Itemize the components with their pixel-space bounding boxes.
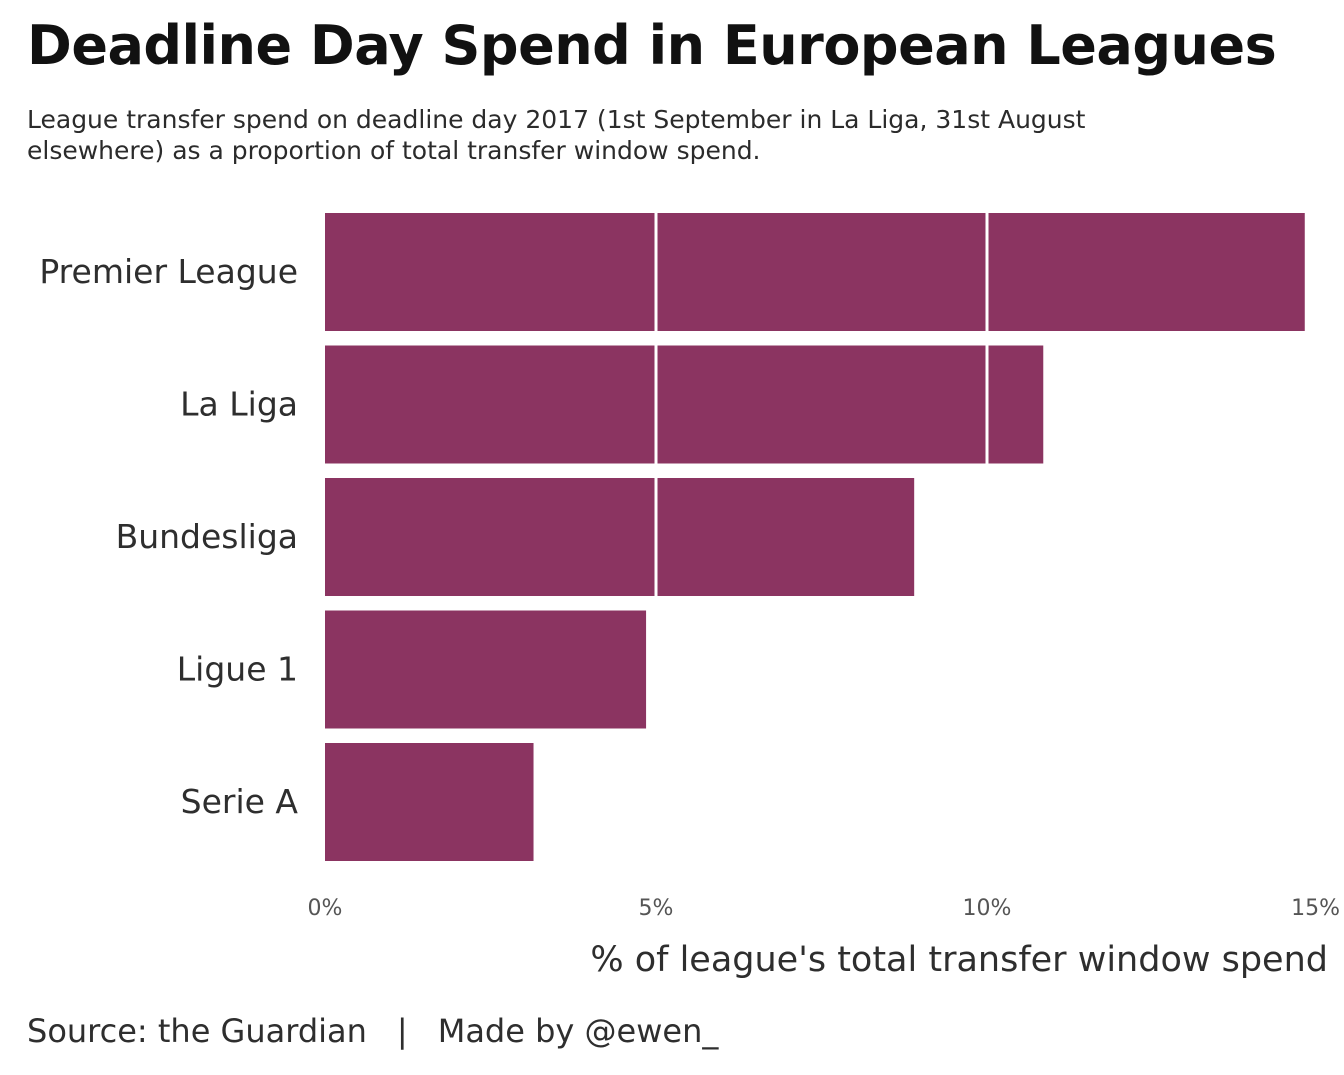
category-label: Ligue 1 [177,650,298,689]
category-label: Serie A [181,782,299,821]
footer: Source: the Guardian | Made by @ewen_ [27,1012,718,1050]
x-tick-label: 5% [639,896,674,921]
bars [325,213,1305,861]
bar-bundesliga [325,478,915,596]
footer-separator: | [396,1012,408,1050]
bar-premier-league [325,213,1305,331]
x-tick-label: 15% [1291,896,1340,921]
bar-ligue-1 [325,610,647,729]
x-axis-label: % of league's total transfer window spen… [590,940,1328,980]
bar-chart: Premier League La Liga Bundesliga Ligue 1 Se… [39,213,1340,980]
category-label: Bundesliga [116,517,298,556]
bar-la-liga [325,345,1044,464]
category-label: Premier League [39,252,298,291]
x-tick-label: 0% [308,896,343,921]
bar-serie-a [325,743,534,861]
category-labels: Premier League La Liga Bundesliga Ligue 1 Se… [39,252,298,821]
x-tick-labels: 0% 5% 10% 15% [308,896,1340,921]
chart-subtitle: League transfer spend on deadline day 20… [27,105,1086,165]
chart-title: Deadline Day Spend in European Leagues [27,14,1277,77]
gridlines [654,213,989,861]
source-text: Source: the Guardian [27,1012,367,1050]
credit-text: Made by @ewen_ [437,1012,719,1050]
x-tick-label: 10% [963,896,1012,921]
category-label: La Liga [180,385,298,424]
